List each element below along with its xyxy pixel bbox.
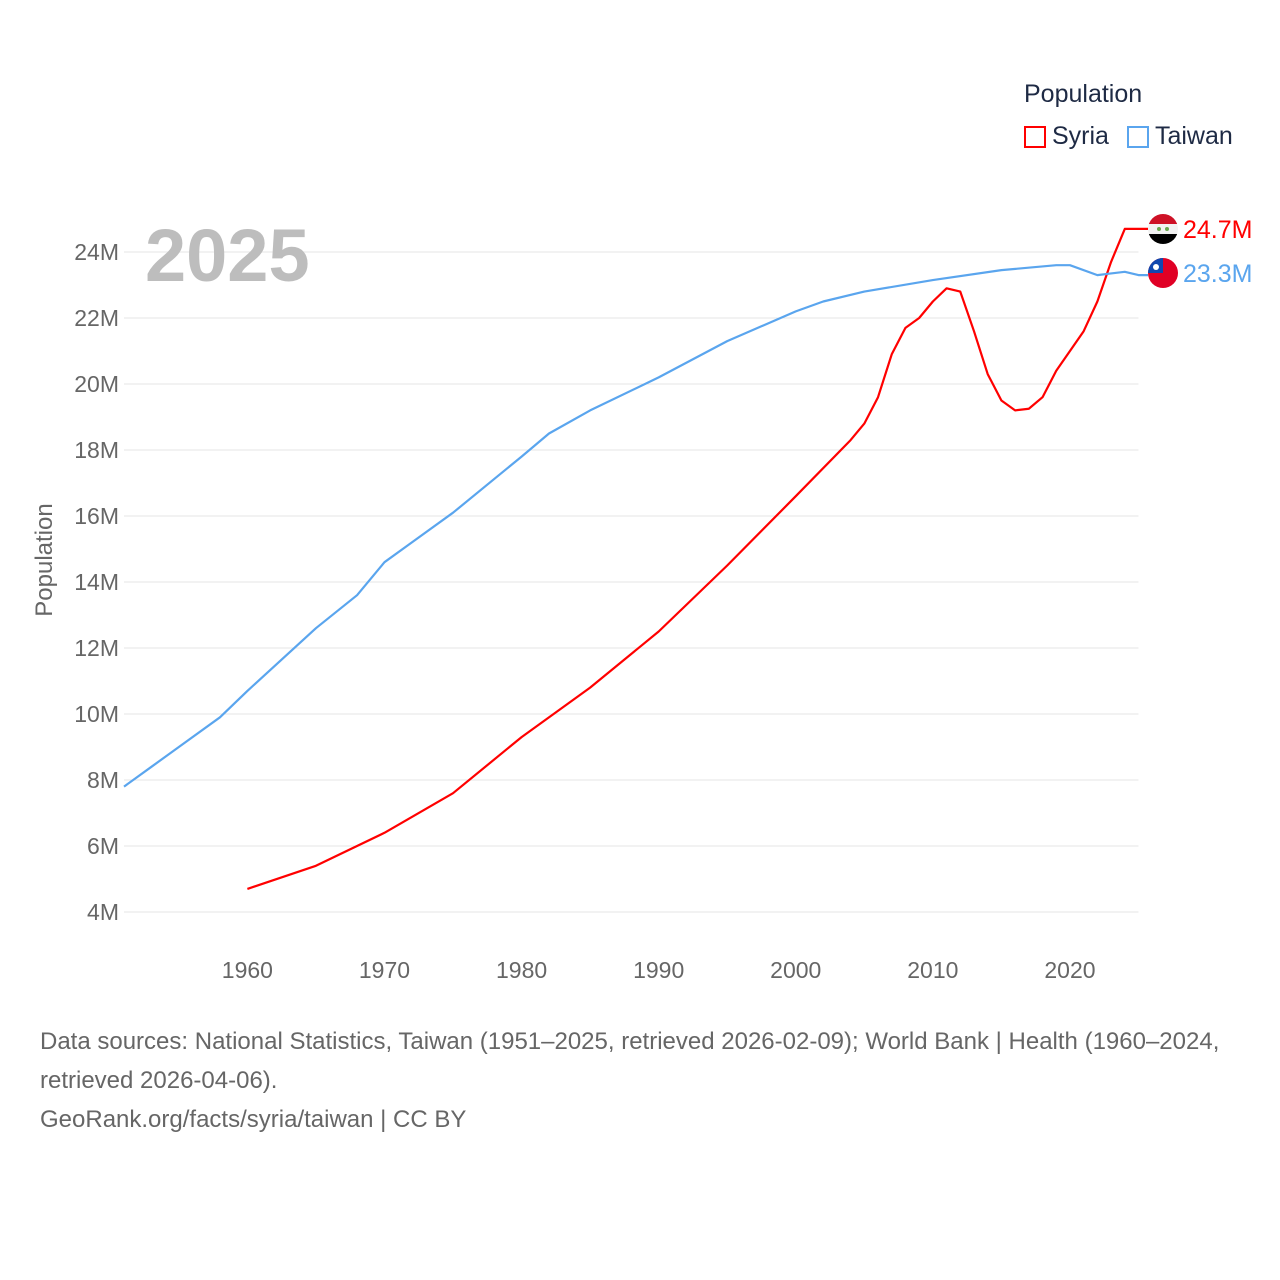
y-tick-label: 24M <box>74 239 119 265</box>
legend-label: Taiwan <box>1154 122 1233 150</box>
y-tick-label: 20M <box>74 371 119 397</box>
population-chart: 4M 6M 8M 10M 12M 14M 16M 18M 20M 22M 24M 1960 1970 19… <box>31 214 1252 983</box>
legend: Syria Taiwan <box>1024 122 1233 151</box>
x-tick-label: 1980 <box>496 957 547 983</box>
legend-label: Syria <box>1052 122 1109 150</box>
y-tick-label: 8M <box>87 767 119 793</box>
data-sources: Data sources: National Statistics, Taiwa… <box>40 1028 1220 1094</box>
legend-swatch-syria <box>1024 125 1046 148</box>
end-label-syria: 24.7M <box>1183 216 1252 244</box>
legend-item-syria[interactable]: Syria <box>1024 122 1109 151</box>
y-tick-label: 18M <box>74 437 119 463</box>
year-watermark: 2025 <box>145 214 310 297</box>
x-tick-label: 1990 <box>633 957 684 983</box>
legend-swatch-taiwan <box>1126 125 1149 148</box>
y-axis-label: Population <box>31 503 58 616</box>
legend-item-taiwan[interactable]: Taiwan <box>1126 122 1233 151</box>
series-line-syria[interactable] <box>247 227 1148 890</box>
syria-flag-icon <box>1148 214 1178 244</box>
x-tick-label: 2020 <box>1044 957 1095 983</box>
legend-title: Population <box>1024 80 1143 108</box>
series-line-taiwan[interactable] <box>123 264 1148 788</box>
footer: Data sources: National Statistics, Taiwa… <box>40 1022 1250 1139</box>
y-tick-label: 6M <box>87 833 119 859</box>
x-tick-label: 2010 <box>907 957 958 983</box>
y-tick-label: 10M <box>74 701 119 727</box>
taiwan-flag-icon <box>1148 258 1178 288</box>
y-tick-label: 14M <box>74 569 119 595</box>
y-tick-label: 12M <box>74 635 119 661</box>
end-label-taiwan: 23.3M <box>1183 260 1252 288</box>
source-link[interactable]: GeoRank.org/facts/syria/taiwan | CC BY <box>40 1106 467 1133</box>
y-tick-label: 16M <box>74 503 119 529</box>
y-tick-label: 4M <box>87 899 119 925</box>
x-tick-label: 1970 <box>359 957 410 983</box>
y-tick-label: 22M <box>74 305 119 331</box>
x-tick-label: 1960 <box>222 957 273 983</box>
x-tick-label: 2000 <box>770 957 821 983</box>
